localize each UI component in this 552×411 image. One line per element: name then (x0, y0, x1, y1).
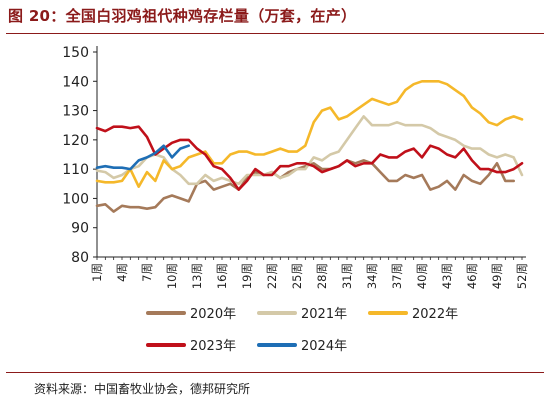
x-tick-label: 40周 (415, 263, 429, 289)
chart-series-layer (95, 80, 524, 213)
x-tick-label: 43周 (440, 263, 454, 289)
y-tick-label: 150 (62, 45, 89, 61)
x-tick-label: 52周 (515, 263, 529, 289)
x-tick-label: 37周 (390, 263, 404, 289)
x-tick-label: 19周 (240, 263, 254, 289)
y-tick-label: 80 (71, 250, 89, 266)
legend-label: 2020年 (190, 307, 236, 322)
series-line-4 (95, 144, 190, 171)
x-tick-label: 31周 (340, 263, 354, 289)
source-note: 资料来源：中国畜牧业协会，德邦研究所 (34, 382, 251, 396)
x-tick-label: 1周 (90, 263, 104, 282)
x-tick-label: 22周 (265, 263, 279, 289)
legend-item-3: 2023年 (146, 339, 236, 354)
x-tick-label: 28周 (315, 263, 329, 289)
x-tick-label: 16周 (215, 263, 229, 289)
x-tick-label: 46周 (465, 263, 479, 289)
chart-legend: 2020年 2021年 2022年 2023年 2024年 (146, 307, 458, 354)
source-divider (6, 372, 544, 373)
legend-label: 2022年 (412, 307, 458, 322)
x-tick-label: 34周 (365, 263, 379, 289)
y-tick-label: 130 (62, 104, 89, 120)
legend-item-1: 2021年 (257, 307, 347, 322)
legend-item-2: 2022年 (368, 307, 458, 322)
legend-item-4: 2024年 (257, 339, 347, 354)
y-tick-label: 140 (62, 74, 89, 90)
chart-axes: 80 90 100 110 120 130 140 150 1周 4周 7周 10周 13周 16周 19周… (62, 45, 529, 289)
legend-item-0: 2020年 (146, 307, 236, 322)
x-tick-label: 25周 (290, 263, 304, 289)
legend-label: 2023年 (190, 339, 236, 354)
series-line-2 (95, 80, 524, 188)
x-tick-label: 49周 (490, 263, 504, 289)
y-tick-label: 90 (71, 221, 89, 237)
x-tick-label: 10周 (165, 263, 179, 289)
page-title: 图 20：全国白羽鸡祖代种鸡存栏量（万套，在产） (8, 7, 357, 25)
y-tick-label: 120 (62, 133, 89, 149)
legend-label: 2024年 (301, 339, 347, 354)
x-tick-label: 4周 (115, 263, 129, 282)
series-line-0 (95, 159, 515, 213)
series-line-3 (95, 125, 524, 191)
legend-label: 2021年 (301, 307, 347, 322)
x-tick-label: 13周 (190, 263, 204, 289)
y-tick-label: 100 (62, 191, 89, 207)
x-tick-label: 7周 (140, 263, 154, 282)
title-divider (6, 33, 544, 34)
y-tick-label: 110 (62, 162, 89, 178)
